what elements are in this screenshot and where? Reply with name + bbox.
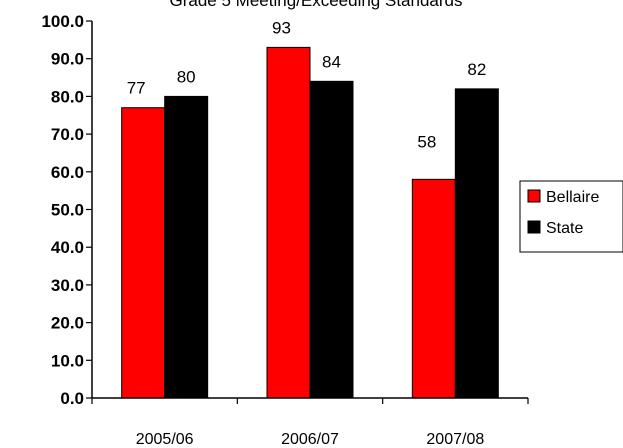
data-labels: 77 80 93 84 58 82: [127, 18, 487, 151]
y-tick-label: 70.0: [51, 125, 84, 144]
y-tick-label: 80.0: [51, 87, 84, 106]
x-tick-label: 2005/06: [136, 431, 194, 448]
data-label-bellaire-2: 58: [417, 132, 436, 151]
legend-label-bellaire: Bellaire: [546, 189, 599, 206]
bars: [121, 46, 499, 399]
y-tick-label: 40.0: [51, 238, 84, 257]
x-tick-label: 2007/08: [426, 431, 484, 448]
bar-state-2: [454, 88, 499, 399]
bar-state-0: [164, 95, 209, 399]
y-tick-label: 100.0: [41, 12, 84, 31]
y-tick-label: 30.0: [51, 276, 84, 295]
legend-label-state: State: [546, 220, 583, 237]
data-label-state-1: 84: [322, 52, 341, 71]
y-tick-label: 60.0: [51, 163, 84, 182]
x-axis-ticks: 2005/06 2006/07 2007/08: [91, 398, 529, 448]
y-tick-label: 10.0: [51, 351, 84, 370]
bar-bellaire-1: [266, 46, 311, 399]
bar-bellaire-0: [121, 107, 166, 399]
bar-bellaire-2: [411, 178, 456, 399]
y-tick-label: 20.0: [51, 314, 84, 333]
data-label-state-0: 80: [177, 67, 196, 86]
data-label-bellaire-0: 77: [127, 79, 146, 98]
legend-swatch-state: [527, 220, 541, 234]
data-label-bellaire-1: 93: [272, 18, 291, 37]
y-axis-ticks: 0.0 10.0 20.0 30.0 40.0 50.0 60.0 70.0 80.0 90.0 1…: [41, 12, 92, 408]
x-tick-label: 2006/07: [281, 431, 339, 448]
data-label-state-2: 82: [467, 60, 486, 79]
legend-swatch-bellaire: [527, 189, 541, 203]
y-tick-label: 50.0: [51, 201, 84, 220]
y-tick-label: 0.0: [60, 389, 84, 408]
chart-title: Grade 5 Meeting/Exceeding Standards: [170, 0, 463, 10]
y-tick-label: 90.0: [51, 50, 84, 69]
bar-state-1: [309, 80, 354, 399]
legend: Bellaire State: [519, 180, 623, 253]
